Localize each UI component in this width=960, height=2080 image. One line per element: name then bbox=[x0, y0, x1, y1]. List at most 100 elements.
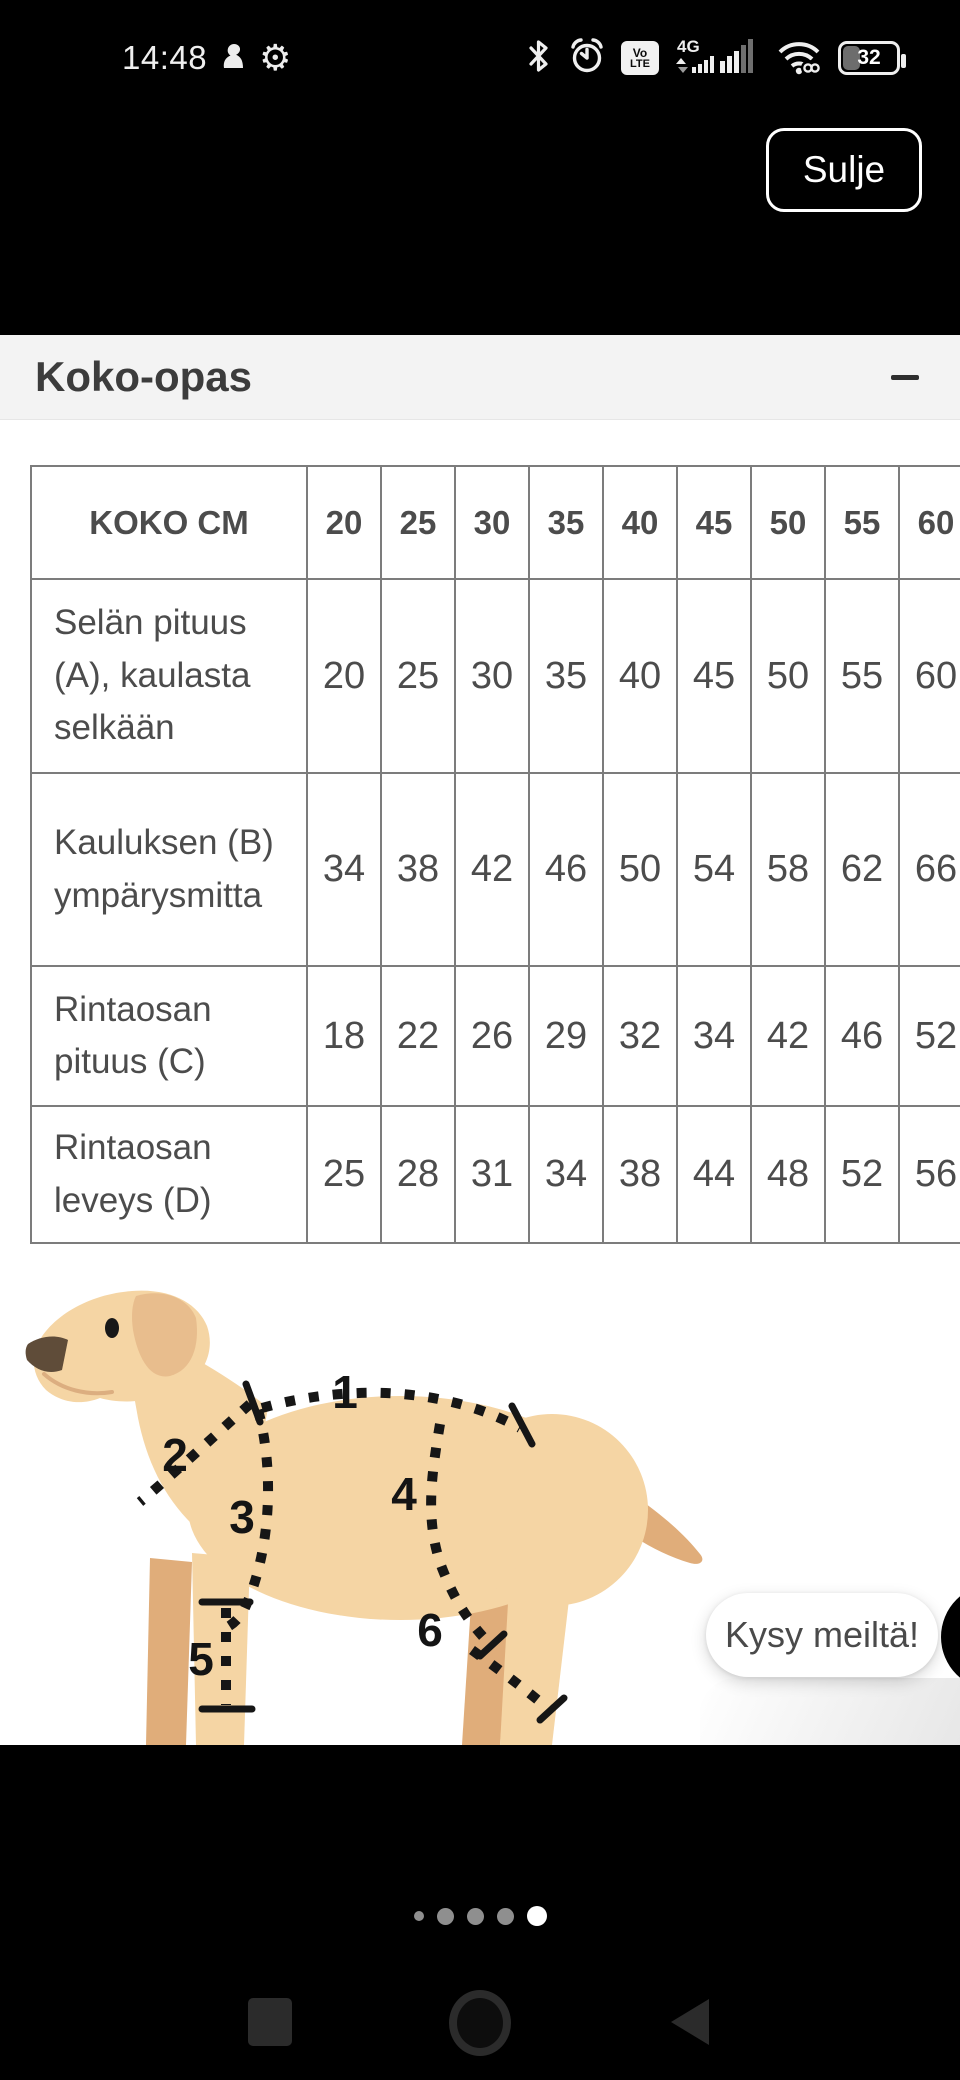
wifi-icon bbox=[775, 37, 823, 80]
bluetooth-icon bbox=[525, 37, 553, 80]
size-column-header: 30 bbox=[454, 465, 530, 580]
table-row: Kauluksen (B) ympärysmitta 34 38 42 46 50 54 58… bbox=[30, 772, 960, 967]
carousel-dot[interactable] bbox=[436, 1907, 454, 1925]
size-table: KOKO CM 20 25 30 35 40 45 50 55 60 Selän pituus (A… bbox=[30, 465, 960, 1244]
bird-icon bbox=[221, 43, 245, 74]
clock: 14:48 bbox=[122, 39, 208, 76]
signal-bars-icon: 4G bbox=[674, 36, 760, 81]
size-value-cell: 50 bbox=[602, 772, 678, 967]
home-button[interactable] bbox=[449, 1990, 511, 2056]
back-button[interactable] bbox=[671, 1999, 709, 2045]
size-column-header: 60 bbox=[898, 465, 960, 580]
chat-prompt-bubble[interactable]: Kysy meiltä! bbox=[706, 1593, 938, 1677]
size-value-cell: 58 bbox=[750, 772, 826, 967]
dog-nose bbox=[25, 1336, 68, 1372]
status-bar: 14:48 ⚙ Vo LTE 4G bbox=[0, 0, 960, 96]
chat-prompt-label: Kysy meiltä! bbox=[724, 1614, 920, 1655]
size-value-cell: 54 bbox=[676, 772, 752, 967]
svg-text:4G: 4G bbox=[677, 37, 700, 56]
measure-label-6: 6 bbox=[417, 1604, 443, 1656]
carousel-dot[interactable] bbox=[466, 1907, 484, 1925]
size-value-cell: 48 bbox=[750, 1105, 826, 1244]
table-corner-header: KOKO CM bbox=[30, 465, 308, 580]
size-guide-header[interactable]: Koko-opas bbox=[0, 335, 960, 420]
size-value-cell: 25 bbox=[306, 1105, 382, 1244]
dog-measurement-diagram: 1 2 3 4 5 6 bbox=[25, 1290, 703, 1745]
size-value-cell: 55 bbox=[824, 578, 900, 774]
row-label: Selän pituus (A), kaulasta selkään bbox=[30, 578, 308, 774]
measure-label-1: 1 bbox=[332, 1366, 358, 1418]
size-value-cell: 46 bbox=[528, 772, 604, 967]
row-label: Rintaosan pituus (C) bbox=[30, 965, 308, 1107]
page-title: Koko-opas bbox=[35, 353, 253, 400]
size-value-cell: 46 bbox=[824, 965, 900, 1107]
recents-button[interactable] bbox=[248, 1998, 292, 2046]
size-value-cell: 29 bbox=[528, 965, 604, 1107]
size-value-cell: 42 bbox=[454, 772, 530, 967]
size-value-cell: 40 bbox=[602, 578, 678, 774]
size-column-header: 50 bbox=[750, 465, 826, 580]
volte-badge: Vo LTE bbox=[621, 41, 659, 75]
size-guide-panel: Koko-opas KOKO CM 20 25 30 35 40 45 50 55 60 Selän… bbox=[0, 335, 960, 1745]
size-value-cell: 25 bbox=[380, 578, 456, 774]
size-value-cell: 60 bbox=[898, 578, 960, 774]
size-value-cell: 45 bbox=[676, 578, 752, 774]
chat-widget-shadow bbox=[700, 1678, 960, 1745]
size-value-cell: 52 bbox=[824, 1105, 900, 1244]
collapse-minus-icon[interactable] bbox=[891, 374, 919, 380]
size-value-cell: 35 bbox=[528, 578, 604, 774]
table-row: Rintaosan pituus (C) 18 22 26 29 32 34 42 46 52 bbox=[30, 965, 960, 1107]
size-value-cell: 26 bbox=[454, 965, 530, 1107]
carousel-dot[interactable] bbox=[496, 1907, 514, 1925]
measure-line-3 bbox=[218, 1408, 274, 1635]
dog-near-rear-leg bbox=[500, 1568, 572, 1745]
size-value-cell: 62 bbox=[824, 772, 900, 967]
size-value-cell: 56 bbox=[898, 1105, 960, 1244]
battery-icon: 32 bbox=[838, 41, 906, 75]
size-column-header: 40 bbox=[602, 465, 678, 580]
measure-line-6 bbox=[469, 1645, 554, 1714]
measure-line-1 bbox=[260, 1387, 523, 1433]
size-value-cell: 31 bbox=[454, 1105, 530, 1244]
size-value-cell: 38 bbox=[380, 772, 456, 967]
measure-label-4: 4 bbox=[391, 1468, 417, 1520]
size-value-cell: 38 bbox=[602, 1105, 678, 1244]
size-value-cell: 52 bbox=[898, 965, 960, 1107]
size-value-cell: 32 bbox=[602, 965, 678, 1107]
size-column-header: 35 bbox=[528, 465, 604, 580]
size-value-cell: 34 bbox=[306, 772, 382, 967]
dog-far-rear-leg bbox=[462, 1588, 512, 1745]
measure-label-3: 3 bbox=[229, 1491, 255, 1543]
size-value-cell: 22 bbox=[380, 965, 456, 1107]
row-label: Rintaosan leveys (D) bbox=[30, 1105, 308, 1244]
size-column-header: 25 bbox=[380, 465, 456, 580]
dog-eye bbox=[105, 1318, 119, 1338]
size-value-cell: 44 bbox=[676, 1105, 752, 1244]
size-value-cell: 20 bbox=[306, 578, 382, 774]
size-value-cell: 30 bbox=[454, 578, 530, 774]
close-button[interactable]: Sulje bbox=[766, 128, 922, 212]
carousel-dot-active[interactable] bbox=[526, 1906, 547, 1926]
carousel-pagination bbox=[0, 1902, 960, 1930]
size-value-cell: 18 bbox=[306, 965, 382, 1107]
measure-label-2: 2 bbox=[162, 1429, 188, 1481]
size-table-scroll-area[interactable]: KOKO CM 20 25 30 35 40 45 50 55 60 Selän pituus (A… bbox=[30, 465, 960, 1244]
size-column-header: 20 bbox=[306, 465, 382, 580]
size-value-cell: 50 bbox=[750, 578, 826, 774]
size-value-cell: 34 bbox=[676, 965, 752, 1107]
size-value-cell: 66 bbox=[898, 772, 960, 967]
table-row: Rintaosan leveys (D) 25 28 31 34 38 44 48 52 56 bbox=[30, 1105, 960, 1244]
battery-level: 32 bbox=[857, 46, 881, 69]
alarm-clock-icon bbox=[568, 37, 606, 80]
dog-ear bbox=[132, 1293, 197, 1377]
measure-line-2 bbox=[136, 1400, 254, 1506]
size-value-cell: 42 bbox=[750, 965, 826, 1107]
gear-icon: ⚙ bbox=[259, 37, 292, 78]
size-column-header: 55 bbox=[824, 465, 900, 580]
carousel-dot[interactable] bbox=[413, 1911, 424, 1921]
dog-far-front-leg bbox=[146, 1558, 192, 1745]
table-row: Selän pituus (A), kaulasta selkään 20 25 30… bbox=[30, 578, 960, 774]
size-column-header: 45 bbox=[676, 465, 752, 580]
size-value-cell: 28 bbox=[380, 1105, 456, 1244]
size-value-cell: 34 bbox=[528, 1105, 604, 1244]
